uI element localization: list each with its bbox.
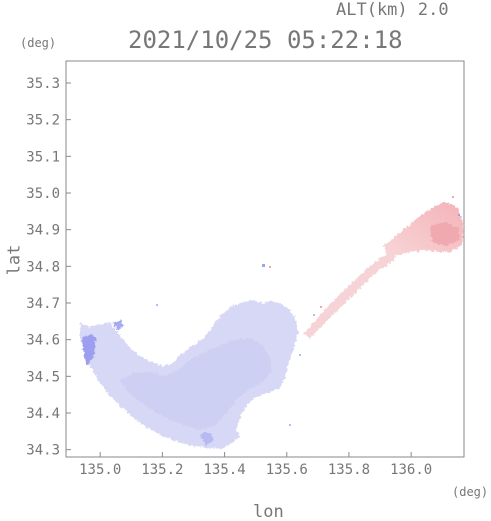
- y-tick-label: 35.3: [26, 76, 60, 92]
- echo-strong-south: [200, 432, 214, 446]
- speckle: [320, 306, 322, 308]
- y-tick-label: 34.6: [26, 333, 60, 349]
- echo-band-connector: [304, 252, 396, 338]
- echo-strong-northeast: [430, 222, 460, 246]
- y-tick-label: 34.3: [26, 443, 60, 459]
- speckle: [313, 314, 315, 316]
- y-tick-label: 34.4: [26, 406, 60, 422]
- x-unit-label: (deg): [452, 485, 489, 499]
- echo-strong-west-1: [82, 334, 96, 366]
- x-tick-label: 135.8: [328, 462, 370, 478]
- y-tick-label: 34.9: [26, 223, 60, 239]
- y-tick-label: 35.1: [26, 149, 60, 165]
- timestamp-title: 2021/10/25 05:22:18: [128, 26, 403, 54]
- speckle: [299, 354, 301, 356]
- echo-strong-west-2: [112, 320, 124, 330]
- plot-frame: [65, 60, 465, 458]
- y-unit-label: (deg): [20, 36, 57, 50]
- x-axis-ticks: 135.0 135.2 135.4 135.6 135.8 136.0: [79, 452, 432, 478]
- y-tick-label: 35.2: [26, 113, 60, 129]
- x-tick-label: 135.6: [266, 462, 308, 478]
- speckle: [262, 264, 265, 267]
- speckle: [452, 196, 454, 198]
- y-tick-label: 34.7: [26, 296, 60, 312]
- echo-region-inner: [120, 338, 272, 430]
- speckle: [289, 424, 291, 426]
- x-tick-label: 135.2: [141, 462, 183, 478]
- y-tick-label: 35.0: [26, 186, 60, 202]
- speckle: [269, 266, 271, 268]
- x-tick-label: 135.4: [204, 462, 246, 478]
- y-axis-ticks: 34.3 34.4 34.5 34.6 34.7 34.8 34.9 35.0 35.1 35.2…: [26, 76, 71, 459]
- x-tick-label: 135.0: [79, 462, 121, 478]
- altitude-label: ALT(km) 2.0: [336, 0, 449, 20]
- speckle: [458, 214, 460, 216]
- x-axis-label: lon: [253, 502, 284, 521]
- y-tick-label: 34.8: [26, 259, 60, 275]
- speckle: [156, 304, 158, 306]
- echo-speckles: [156, 196, 460, 426]
- y-tick-label: 34.5: [26, 369, 60, 385]
- x-tick-label: 136.0: [390, 462, 432, 478]
- radar-echo-field: [80, 202, 464, 449]
